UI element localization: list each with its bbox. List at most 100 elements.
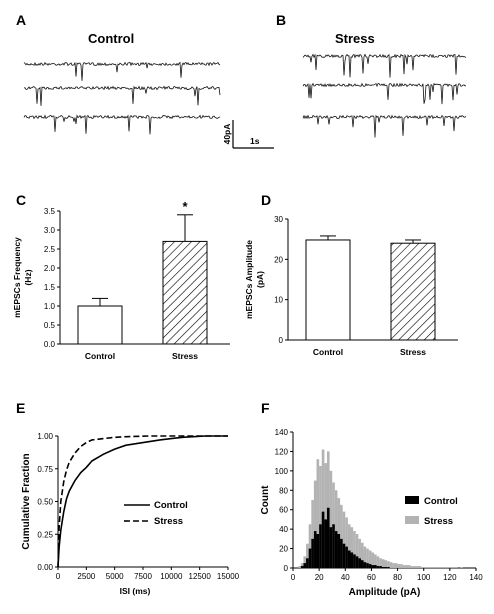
histogram-bin <box>439 567 443 568</box>
histogram-bin <box>342 511 346 568</box>
y-axis-label-unit: (Hz) <box>23 269 33 285</box>
x-tick-label: 80 <box>393 573 402 582</box>
legend-label: Stress <box>154 516 183 527</box>
x-tick-label: 7500 <box>134 572 152 581</box>
histogram-bin <box>428 567 432 568</box>
histogram-bin <box>389 562 393 568</box>
y-tick-label: 0.0 <box>44 340 56 349</box>
histogram-bin <box>368 564 372 568</box>
histogram-bin <box>431 567 435 568</box>
y-tick-label: 3.5 <box>44 207 56 216</box>
y-tick-label: 40 <box>279 525 288 534</box>
histogram-bin <box>313 531 317 568</box>
histogram-bin <box>452 567 456 568</box>
y-tick-label: 1.00 <box>37 432 53 441</box>
trace-row <box>23 114 221 135</box>
histogram-bin <box>342 543 346 568</box>
histogram-bin <box>303 563 307 568</box>
significance-asterisk: * <box>182 199 188 214</box>
histogram-bin <box>334 531 338 568</box>
histogram-bin <box>316 459 320 568</box>
histogram-bin <box>384 567 388 568</box>
y-tick-label: 2.5 <box>44 245 56 254</box>
histogram-bin <box>358 538 361 568</box>
bar <box>77 305 123 345</box>
histogram-bin <box>426 567 429 568</box>
histogram-bin <box>329 470 333 568</box>
histogram-bin <box>363 562 367 568</box>
histogram-bin <box>444 567 448 568</box>
trace-row <box>302 114 467 138</box>
trace-row <box>23 85 221 106</box>
histogram-bin <box>381 559 385 568</box>
histogram-bin <box>345 517 348 568</box>
y-tick-label: 120 <box>275 447 289 456</box>
x-tick-label: 40 <box>341 573 350 582</box>
y-tick-label: 1.0 <box>44 302 56 311</box>
histogram-bin <box>332 524 335 568</box>
histogram-bin <box>410 566 414 568</box>
histogram-bin <box>379 558 382 568</box>
trace-row <box>23 61 221 81</box>
trace-row <box>302 53 467 78</box>
panel-a-title: Control <box>88 31 134 46</box>
y-tick-label: 0.25 <box>37 530 53 539</box>
histogram-bin <box>376 566 380 568</box>
histogram-bin <box>300 563 304 568</box>
histogram-bin <box>316 534 320 568</box>
histogram-bin <box>353 531 356 568</box>
chart-f-histogram: 0 20 40 60 80 100 120 140 0 20 40 60 80 100 120 140 Cont… <box>260 428 483 598</box>
y-tick-label: 100 <box>275 467 289 476</box>
x-tick-label: 0 <box>56 572 61 581</box>
histogram-bin <box>303 556 307 568</box>
histogram-bin <box>381 567 385 568</box>
histogram-bin <box>413 566 416 568</box>
histogram-bin <box>447 567 450 568</box>
histogram-bin <box>387 567 390 568</box>
histogram-bin <box>366 548 369 568</box>
scale-bar-x-label: 1s <box>250 136 260 146</box>
histogram-bin <box>384 560 388 568</box>
histogram-bin <box>434 567 437 568</box>
bar <box>162 240 208 345</box>
current-traces <box>23 53 467 138</box>
x-tick-label: 12500 <box>189 572 212 581</box>
histogram-bin <box>340 504 343 568</box>
panel-label-d: D <box>261 192 271 208</box>
panel-label-c: C <box>16 192 26 208</box>
histogram-bin <box>340 538 343 568</box>
histogram-bin <box>337 498 341 568</box>
y-tick-label: 80 <box>279 486 288 495</box>
legend-swatch <box>405 496 419 504</box>
histogram-bin <box>455 567 458 568</box>
histogram-bin <box>350 527 354 568</box>
panel-label-e: E <box>16 400 25 416</box>
histogram-bin <box>379 566 382 568</box>
y-axis-label: Count <box>260 485 271 515</box>
scale-bar-y-label: 40pA <box>222 124 232 145</box>
histogram-bin <box>460 567 463 568</box>
histogram-bin <box>371 565 375 568</box>
histogram-bin <box>400 564 403 568</box>
histogram-bin <box>363 546 367 568</box>
chart-e-cumulative: 0.00 0.25 0.50 0.75 1.00 0 2500 5000 7500 10000 12… <box>21 432 240 596</box>
panel-label-b: B <box>276 12 286 28</box>
histogram-bin <box>392 563 395 568</box>
histogram-bin <box>319 466 322 568</box>
histogram-bin <box>298 566 301 568</box>
y-tick-label: 0 <box>279 336 284 345</box>
y-tick-label: 30 <box>274 215 283 224</box>
x-tick-label: 15000 <box>217 572 240 581</box>
histogram-bin <box>347 524 351 568</box>
y-tick-label: 20 <box>279 545 288 554</box>
y-tick-label: 10 <box>274 296 283 305</box>
histogram-bin <box>319 524 322 568</box>
x-category-label: Stress <box>172 351 198 361</box>
x-tick-label: 120 <box>443 573 457 582</box>
x-axis-label: ISI (ms) <box>120 586 151 596</box>
series-line-stress <box>57 435 228 568</box>
histogram-bin <box>345 546 348 568</box>
histogram-bin <box>374 554 377 568</box>
histogram-bin <box>321 449 325 568</box>
